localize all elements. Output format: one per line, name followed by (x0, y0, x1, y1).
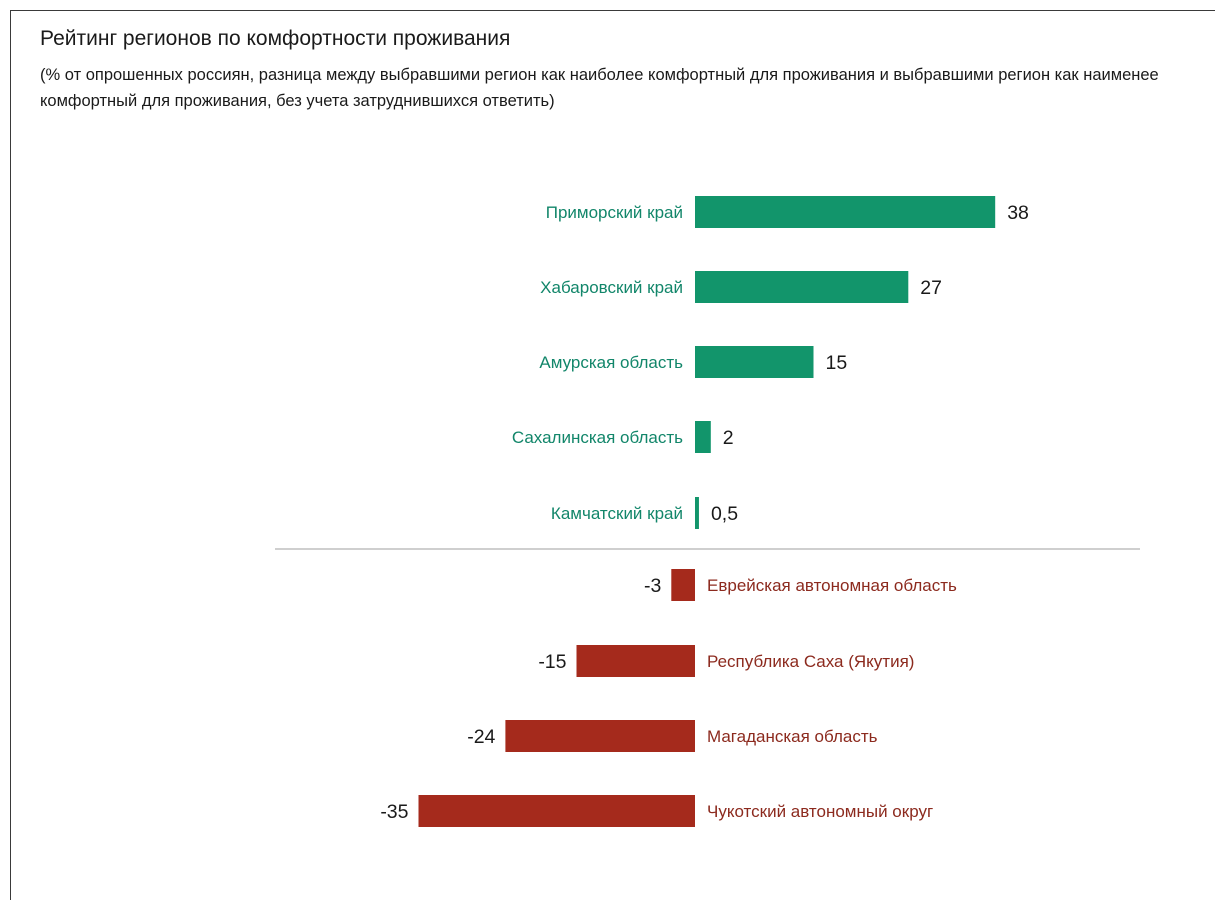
value-label: -35 (380, 801, 408, 823)
value-label: 15 (826, 352, 848, 374)
value-label: -15 (538, 651, 566, 673)
value-label: -3 (644, 575, 661, 597)
value-label: 2 (723, 427, 734, 449)
value-label: -24 (467, 726, 495, 748)
bar (695, 271, 909, 303)
bar (695, 346, 814, 378)
category-label: Камчатский край (551, 504, 683, 523)
category-label: Хабаровский край (540, 278, 683, 297)
chart-frame (10, 10, 1215, 900)
chart-subtitle: (% от опрошенных россиян, разница между … (40, 66, 1159, 110)
category-label: Республика Саха (Якутия) (707, 652, 914, 671)
bar (695, 421, 711, 453)
bar (695, 497, 699, 529)
bar (418, 795, 695, 827)
category-label: Еврейская автономная область (707, 576, 957, 595)
bar (695, 196, 996, 228)
category-label: Чукотский автономный округ (707, 802, 933, 821)
category-label: Приморский край (546, 203, 683, 222)
value-label: 38 (1007, 202, 1029, 224)
value-label: 0,5 (711, 503, 738, 525)
category-label: Магаданская область (707, 727, 878, 746)
bar (671, 569, 695, 601)
category-label: Сахалинская область (512, 428, 683, 447)
category-label: Амурская область (539, 353, 683, 372)
chart-title: Рейтинг регионов по комфортности прожива… (40, 27, 511, 50)
bar (576, 645, 695, 677)
value-label: 27 (920, 277, 942, 299)
bar (505, 720, 695, 752)
